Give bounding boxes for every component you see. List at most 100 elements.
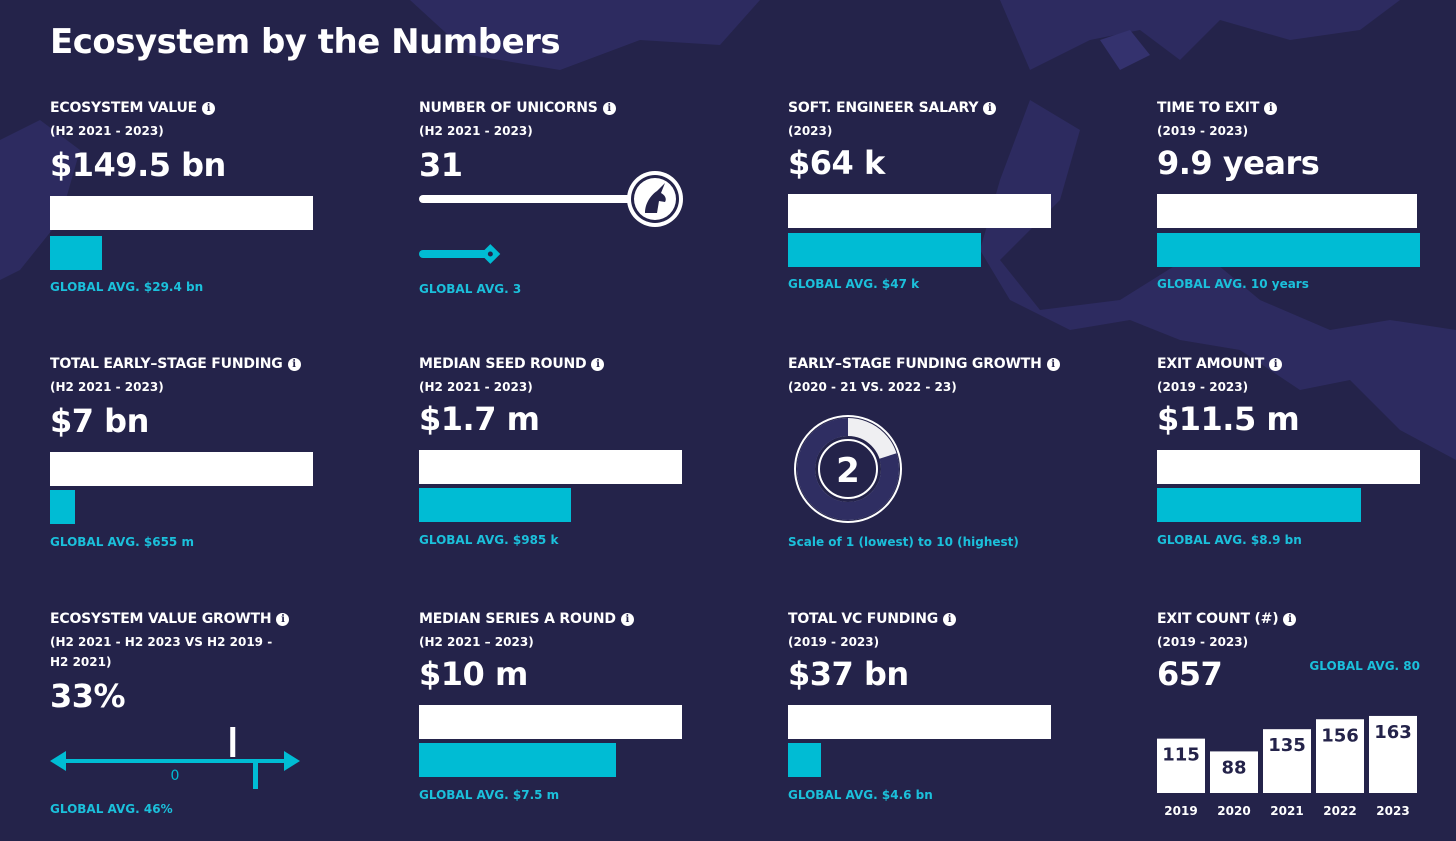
- card-value: 9.9 years: [1157, 144, 1320, 182]
- card-period: (H2 2021 - 2023): [419, 124, 533, 138]
- card-title: NUMBER OF UNICORNS: [419, 100, 598, 116]
- exit-count-year-label: 2023: [1376, 804, 1409, 818]
- global-avg-label: GLOBAL AVG. $7.5 m: [419, 788, 560, 802]
- global-avg-label: GLOBAL AVG. 10 years: [1157, 277, 1309, 291]
- exit-count-value-label: 135: [1268, 735, 1306, 756]
- card-value: $10 m: [419, 655, 528, 693]
- unicorn-icon: [627, 171, 683, 227]
- info-icon[interactable]: i: [602, 101, 616, 115]
- global-avg-marker: [480, 244, 501, 264]
- axis-arrow-left-icon: [50, 751, 66, 771]
- info-icon[interactable]: i: [620, 612, 634, 626]
- exit-count-value-label: 88: [1221, 757, 1246, 778]
- ecosystem-bar: [788, 194, 1051, 228]
- info-icon[interactable]: i: [1264, 101, 1278, 115]
- card-value: $11.5 m: [1157, 400, 1300, 438]
- ecosystem-bar: [419, 705, 682, 739]
- global-avg-label: GLOBAL AVG. $8.9 bn: [1157, 533, 1302, 547]
- card-early-stage-funding: TOTAL EARLY–STAGE FUNDING i (H2 2021 - 20…: [50, 356, 350, 556]
- global-avg-bar: [419, 743, 616, 777]
- info-icon[interactable]: i: [1046, 357, 1060, 371]
- info-icon[interactable]: i: [1269, 357, 1283, 371]
- exit-count-bar: [1263, 729, 1311, 793]
- card-period: (2023): [788, 124, 833, 138]
- gauge-fill: [797, 418, 899, 520]
- info-icon[interactable]: i: [983, 101, 997, 115]
- funding-growth-gauge: 2: [794, 415, 902, 523]
- info-icon[interactable]: i: [1283, 612, 1297, 626]
- axis-arrow-right-icon: [284, 751, 300, 771]
- card-exit-amount: EXIT AMOUNT i (2019 - 2023) $11.5 m GLOBA…: [1157, 356, 1456, 556]
- scale-note: Scale of 1 (lowest) to 10 (highest): [788, 535, 1019, 549]
- global-avg-label: GLOBAL AVG. 46%: [50, 802, 173, 816]
- card-title: TOTAL EARLY–STAGE FUNDING: [50, 356, 283, 372]
- global-avg-bar: [788, 743, 821, 777]
- exit-count-year-label: 2019: [1164, 804, 1197, 818]
- card-period: (2020 - 21 VS. 2022 - 23): [788, 380, 957, 394]
- card-title: EXIT AMOUNT: [1157, 356, 1265, 372]
- card-period: (2019 - 2023): [1157, 124, 1249, 138]
- unicorn-slider-chart: [419, 171, 683, 264]
- exit-count-value-label: 163: [1374, 722, 1412, 743]
- card-value: $37 bn: [788, 655, 909, 693]
- exit-count-bar: [1369, 715, 1417, 793]
- card-value: $149.5 bn: [50, 146, 226, 184]
- card-period: (H2 2021 – 2023): [419, 635, 534, 649]
- global-avg-label: GLOBAL AVG. 80: [1309, 659, 1420, 673]
- card-value: $7 bn: [50, 402, 149, 440]
- info-icon[interactable]: i: [591, 357, 605, 371]
- gauge-inner-ring: [818, 439, 878, 499]
- card-title: ECOSYSTEM VALUE GROWTH: [50, 611, 272, 627]
- card-period: (2019 - 2023): [1157, 635, 1249, 649]
- global-avg-bar: [50, 490, 75, 524]
- global-avg-label: GLOBAL AVG. 3: [419, 282, 522, 296]
- card-median-seed: MEDIAN SEED ROUND i (H2 2021 - 2023) $1.7…: [419, 356, 719, 556]
- card-title: ECOSYSTEM VALUE: [50, 100, 198, 116]
- global-avg-bar: [419, 488, 571, 522]
- card-title: TOTAL VC FUNDING: [788, 611, 939, 627]
- card-ecosystem-value: ECOSYSTEM VALUE i (H2 2021 - 2023) $149.5…: [50, 100, 350, 300]
- card-period: (2019 - 2023): [1157, 380, 1249, 394]
- ecosystem-bar: [1157, 450, 1420, 484]
- card-period: (H2 2021 - 2023): [50, 380, 164, 394]
- exit-count-value-label: 115: [1162, 745, 1200, 766]
- global-avg-bar: [1157, 233, 1420, 267]
- gauge-outer-ring: [794, 415, 902, 523]
- exit-count-chart: 115 2019 88 2020 135 2021 156 2022 163 2023: [1157, 715, 1417, 818]
- ecosystem-bar: [788, 705, 1051, 739]
- zero-label: 0: [171, 768, 180, 784]
- card-exit-count: EXIT COUNT (#) i (2019 - 2023) 657 GLOBAL…: [1157, 611, 1427, 826]
- exit-count-bar: [1210, 751, 1258, 793]
- card-period: (H2 2021 - 2023): [50, 124, 164, 138]
- info-icon[interactable]: i: [943, 612, 957, 626]
- exit-count-bar: [1157, 738, 1205, 793]
- card-time-to-exit: TIME TO EXIT i (2019 - 2023) 9.9 years GL…: [1157, 100, 1456, 300]
- exit-count-year-label: 2020: [1217, 804, 1250, 818]
- global-avg-label: GLOBAL AVG. $4.6 bn: [788, 788, 933, 802]
- global-avg-bar: [788, 233, 981, 267]
- global-avg-bar: [50, 236, 102, 270]
- card-value: $1.7 m: [419, 400, 540, 438]
- exit-count-bar: [1316, 719, 1364, 793]
- info-icon[interactable]: i: [202, 101, 216, 115]
- card-title: TIME TO EXIT: [1157, 100, 1260, 116]
- card-value: 657: [1157, 655, 1223, 693]
- card-period: (2019 - 2023): [788, 635, 880, 649]
- card-title: MEDIAN SERIES A ROUND: [419, 611, 616, 627]
- card-value: 33%: [50, 677, 126, 715]
- card-total-vc: TOTAL VC FUNDING i (2019 - 2023) $37 bn G…: [788, 611, 1088, 811]
- info-icon[interactable]: i: [287, 357, 301, 371]
- card-period: (H2 2021 - 2023): [419, 380, 533, 394]
- card-title: EXIT COUNT (#): [1157, 611, 1279, 627]
- card-value-growth: ECOSYSTEM VALUE GROWTH i (H2 2021 - H2 20…: [50, 611, 310, 826]
- exit-count-year-label: 2022: [1323, 804, 1356, 818]
- value-growth-axis: 0: [50, 727, 300, 789]
- global-avg-bar: [1157, 488, 1361, 522]
- card-salary: SOFT. ENGINEER SALARY i (2023) $64 k GLOB…: [788, 100, 1088, 300]
- info-icon[interactable]: i: [276, 612, 290, 626]
- card-title: EARLY–STAGE FUNDING GROWTH: [788, 356, 1042, 372]
- ecosystem-bar: [1157, 194, 1417, 228]
- card-funding-growth: EARLY–STAGE FUNDING GROWTH i (2020 - 21 V…: [788, 356, 1088, 556]
- card-period: (H2 2021 - H2 2023 VS H2 2019 - H2 2021): [50, 635, 273, 669]
